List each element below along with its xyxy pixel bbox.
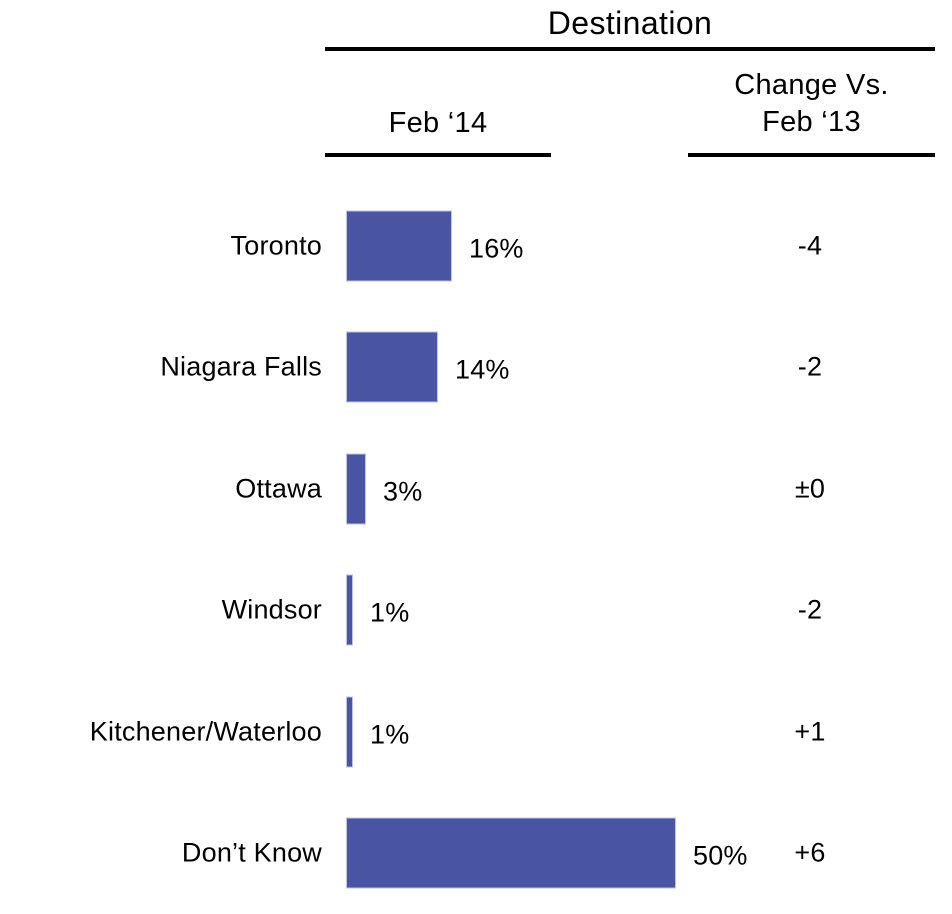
value-label: 3% [383, 476, 423, 507]
table-row: Toronto 16% -4 [0, 186, 952, 306]
change-value: +6 [794, 837, 826, 868]
bar [346, 331, 439, 403]
bar [346, 574, 353, 646]
table-row: Kitchener/Waterloo 1% +1 [0, 672, 952, 792]
change-header-line1: Change Vs. [734, 69, 889, 101]
value-label: 50% [693, 840, 748, 871]
category-label: Niagara Falls [160, 351, 322, 382]
bar [346, 210, 452, 282]
bar [346, 696, 353, 768]
table-row: Don’t Know 50% +6 [0, 793, 952, 913]
table-row: Ottawa 3% ±0 [0, 429, 952, 549]
change-value: -2 [797, 351, 823, 382]
value-label: 1% [370, 719, 410, 750]
change-value: +1 [794, 716, 826, 747]
title-underline [325, 47, 935, 51]
category-label: Ottawa [235, 473, 322, 504]
change-value: -4 [797, 230, 823, 261]
category-label: Toronto [230, 230, 322, 261]
feb14-underline [325, 153, 551, 157]
category-label: Kitchener/Waterloo [89, 716, 322, 747]
category-label: Windsor [221, 594, 322, 625]
change-value: ±0 [794, 473, 826, 504]
column-header-change: Change Vs. Feb ‘13 [688, 67, 935, 141]
bar [346, 817, 676, 889]
category-label: Don’t Know [181, 837, 322, 868]
change-value: -2 [797, 594, 823, 625]
change-header-line2: Feb ‘13 [762, 106, 861, 138]
chart-title: Destination [547, 5, 713, 41]
bar [346, 453, 366, 525]
value-label: 1% [370, 597, 410, 628]
table-row: Windsor 1% -2 [0, 550, 952, 670]
change-underline [688, 153, 935, 157]
column-header-feb14: Feb ‘14 [388, 107, 488, 139]
value-label: 16% [469, 233, 524, 264]
value-label: 14% [455, 354, 510, 385]
table-row: Niagara Falls 14% -2 [0, 307, 952, 427]
